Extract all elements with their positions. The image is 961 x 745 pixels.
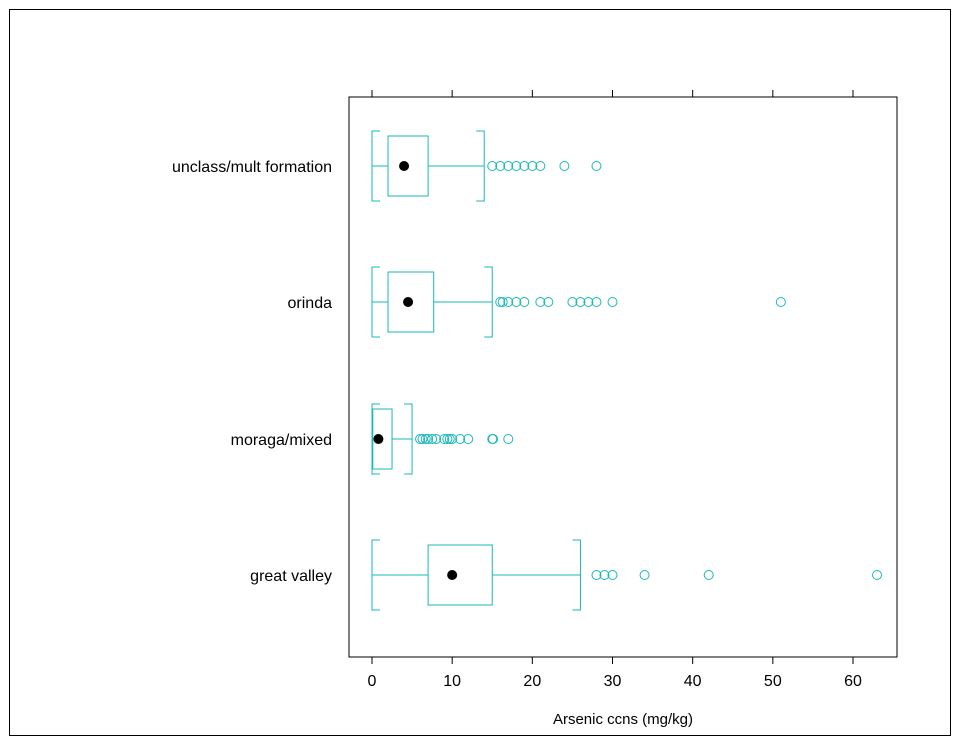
outlier-point bbox=[420, 434, 431, 444]
box-group bbox=[371, 539, 883, 611]
outlier-point bbox=[535, 297, 546, 307]
outlier-point bbox=[503, 297, 514, 307]
box-group bbox=[371, 403, 514, 475]
outlier-point bbox=[444, 434, 455, 444]
median-marker bbox=[373, 434, 384, 444]
category-label: moraga/mixed bbox=[231, 432, 332, 449]
outlier-point bbox=[497, 297, 508, 307]
outlier-point bbox=[535, 161, 546, 171]
outlier-point bbox=[607, 570, 618, 580]
lower-whisker-cap bbox=[371, 403, 380, 475]
outlier-point bbox=[591, 161, 602, 171]
top-axis-ticks bbox=[371, 90, 854, 97]
outlier-point bbox=[487, 434, 498, 444]
outlier-point bbox=[495, 297, 506, 307]
outlier-point bbox=[519, 297, 530, 307]
plot-area bbox=[348, 96, 898, 658]
median-marker bbox=[403, 297, 414, 307]
outlier-point bbox=[423, 434, 434, 444]
outlier-point bbox=[559, 161, 570, 171]
outlier-point bbox=[703, 570, 714, 580]
outlier-point bbox=[503, 434, 514, 444]
outlier-point bbox=[543, 297, 554, 307]
iqr-box bbox=[427, 544, 493, 606]
outlier-point bbox=[775, 297, 786, 307]
category-label: great valley bbox=[250, 568, 332, 585]
box-series bbox=[371, 130, 883, 611]
boxplot-chart: 0 10 20 30 40 50 60 great valley moraga/mixed or… bbox=[172, 90, 898, 728]
outlier-point bbox=[607, 297, 618, 307]
box-group bbox=[371, 266, 786, 338]
outlier-point bbox=[455, 434, 466, 444]
median-marker bbox=[399, 161, 410, 171]
x-tick-label: 30 bbox=[604, 673, 622, 690]
iqr-box bbox=[387, 135, 429, 197]
outlier-point bbox=[872, 570, 883, 580]
outlier-point bbox=[639, 570, 650, 580]
outlier-point bbox=[427, 434, 438, 444]
outlier-point bbox=[599, 570, 610, 580]
category-label: orinda bbox=[288, 295, 333, 312]
bottom-axis-ticks bbox=[371, 657, 854, 664]
iqr-box bbox=[372, 408, 393, 470]
x-axis-title: Arsenic ccns (mg/kg) bbox=[553, 711, 693, 728]
outlier-point bbox=[591, 570, 602, 580]
outlier-point bbox=[567, 297, 578, 307]
iqr-box bbox=[387, 271, 435, 333]
outlier-point bbox=[511, 297, 522, 307]
x-tick-label: 20 bbox=[523, 673, 541, 690]
outlier-point bbox=[439, 434, 450, 444]
outlier-point bbox=[487, 161, 498, 171]
outlier-point bbox=[417, 434, 428, 444]
median-marker bbox=[447, 570, 458, 580]
outlier-point bbox=[415, 434, 426, 444]
outlier-point bbox=[503, 161, 514, 171]
x-tick-label: 40 bbox=[684, 673, 702, 690]
box-group bbox=[371, 130, 602, 202]
x-tick-label: 0 bbox=[368, 673, 377, 690]
outlier-point bbox=[511, 161, 522, 171]
plot-frame: 0 10 20 30 40 50 60 great valley moraga/mixed or… bbox=[9, 9, 951, 736]
upper-whisker-cap bbox=[484, 266, 493, 338]
upper-whisker-cap bbox=[404, 403, 413, 475]
outlier-point bbox=[447, 434, 458, 444]
category-label: unclass/mult formation bbox=[172, 159, 332, 176]
outlier-point bbox=[431, 434, 442, 444]
lower-whisker-cap bbox=[371, 539, 380, 611]
upper-whisker-cap bbox=[476, 130, 485, 202]
x-tick-label: 10 bbox=[443, 673, 461, 690]
outlier-point bbox=[527, 161, 538, 171]
outlier-point bbox=[591, 297, 602, 307]
category-labels: great valley moraga/mixed orinda unclass/mu… bbox=[172, 159, 332, 585]
upper-whisker-cap bbox=[572, 539, 581, 611]
outlier-point bbox=[488, 434, 499, 444]
outlier-point bbox=[495, 161, 506, 171]
outlier-point bbox=[519, 161, 530, 171]
lower-whisker-cap bbox=[371, 130, 380, 202]
x-tick-label: 50 bbox=[764, 673, 782, 690]
outlier-point bbox=[575, 297, 586, 307]
x-tick-label: 60 bbox=[844, 673, 862, 690]
outlier-point bbox=[583, 297, 594, 307]
outlier-point bbox=[463, 434, 474, 444]
outlier-point bbox=[442, 434, 453, 444]
x-axis-tick-labels: 0 10 20 30 40 50 60 bbox=[368, 673, 862, 690]
lower-whisker-cap bbox=[371, 266, 380, 338]
